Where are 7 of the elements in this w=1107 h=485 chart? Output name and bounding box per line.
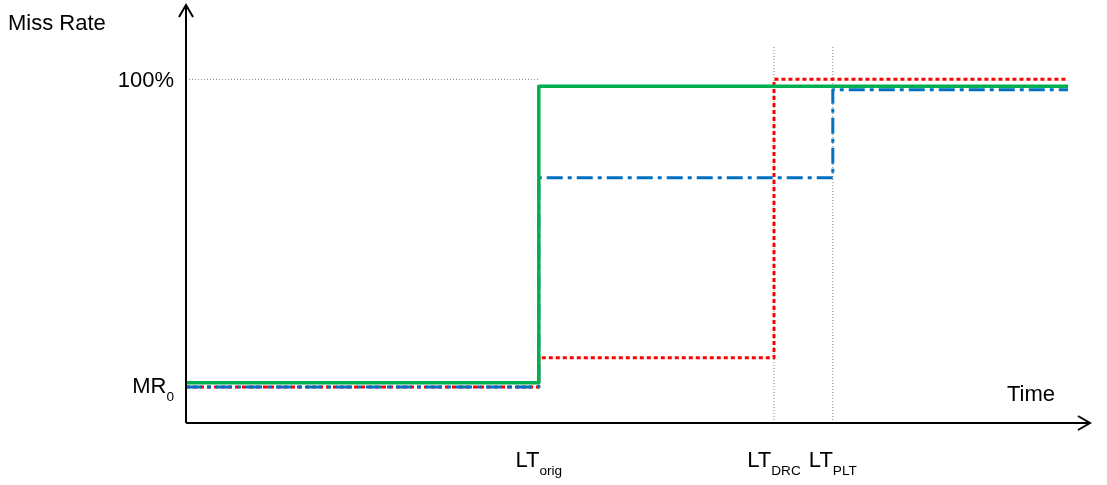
x-tick-label: LT$_{orig}$ bbox=[515, 447, 563, 478]
text: MR$_{0}$ bbox=[132, 373, 175, 404]
x-tick-label: LT$_{DRC}$ bbox=[747, 447, 801, 478]
ref-line-label: 100% bbox=[117, 67, 174, 93]
x-axis-title: Time bbox=[1006, 381, 1055, 406]
x-tick-label: LT$_{PLT}$ bbox=[808, 447, 858, 478]
y-axis-title: Miss Rate bbox=[8, 10, 106, 35]
